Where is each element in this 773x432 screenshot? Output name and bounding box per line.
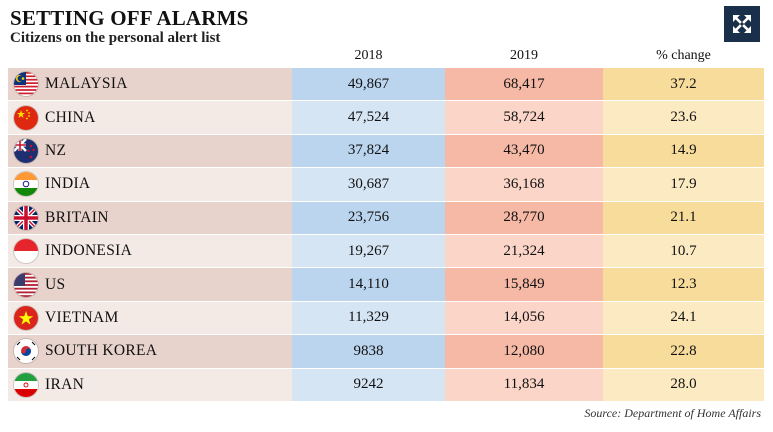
- chart-subtitle: Citizens on the personal alert list: [10, 30, 221, 46]
- country-cell: INDIA: [8, 167, 292, 202]
- value-change: 14.9: [603, 134, 764, 169]
- value-2019: 28,770: [445, 201, 603, 235]
- country-name: IRAN: [45, 375, 85, 393]
- britain-flag-icon: [14, 205, 38, 230]
- expand-button[interactable]: [724, 6, 760, 42]
- country-cell: MALAYSIA: [8, 68, 292, 102]
- table-row: INDONESIA 19,267 21,324 10.7: [8, 234, 764, 269]
- us-flag-icon: [14, 272, 38, 297]
- table-row: INDIA 30,687 36,168 17.9: [8, 167, 764, 202]
- value-change: 10.7: [603, 234, 764, 269]
- value-change: 17.9: [603, 167, 764, 202]
- country-cell: VIETNAM: [8, 301, 292, 336]
- value-change: 24.1: [603, 301, 764, 336]
- vietnam-flag-icon: [14, 305, 38, 330]
- column-header-change: % change: [656, 48, 711, 63]
- value-2018: 9242: [292, 368, 445, 401]
- table-row: BRITAIN 23,756 28,770 21.1: [8, 201, 764, 235]
- expand-arrows-icon: [733, 15, 751, 33]
- nz-flag-icon: [14, 138, 38, 163]
- column-header-2018: 2018: [354, 48, 383, 63]
- value-2018: 9838: [292, 334, 445, 369]
- value-2019: 36,168: [445, 167, 603, 202]
- china-flag-icon: [14, 105, 38, 130]
- value-2018: 47,524: [292, 100, 445, 135]
- table-row: VIETNAM 11,329 14,056 24.1: [8, 301, 764, 336]
- country-cell: BRITAIN: [8, 201, 292, 235]
- value-2018: 30,687: [292, 167, 445, 202]
- south-korea-flag-icon: [14, 339, 38, 364]
- value-change: 21.1: [603, 201, 764, 235]
- iran-flag-icon: [14, 372, 38, 397]
- indonesia-flag-icon: [14, 239, 38, 264]
- column-header-2019: 2019: [510, 48, 538, 63]
- country-name: SOUTH KOREA: [45, 342, 158, 360]
- country-name: VIETNAM: [45, 308, 119, 326]
- india-flag-icon: [14, 172, 38, 197]
- value-change: 37.2: [603, 68, 764, 102]
- table-row: SOUTH KOREA 9838 12,080 22.8: [8, 334, 764, 369]
- value-change: 22.8: [603, 334, 764, 369]
- table-row: MALAYSIA 49,867 68,417 37.2: [8, 68, 764, 102]
- country-name: INDONESIA: [45, 242, 133, 260]
- country-cell: CHINA: [8, 100, 292, 135]
- value-2019: 21,324: [445, 234, 603, 269]
- country-cell: US: [8, 267, 292, 302]
- value-2019: 14,056: [445, 301, 603, 336]
- value-2019: 43,470: [445, 134, 603, 169]
- value-2019: 58,724: [445, 100, 603, 135]
- country-cell: INDONESIA: [8, 234, 292, 269]
- country-cell: IRAN: [8, 368, 292, 401]
- value-change: 28.0: [603, 368, 764, 401]
- value-2018: 11,329: [292, 301, 445, 336]
- alert-list-table: MALAYSIA 49,867 68,417 37.2 CHINA 47,524 58,72…: [8, 68, 764, 401]
- value-2018: 14,110: [292, 267, 445, 302]
- value-2019: 15,849: [445, 267, 603, 302]
- chart-title: SETTING OFF ALARMS: [10, 6, 249, 30]
- table-row: IRAN 9242 11,834 28.0: [8, 368, 764, 401]
- country-name: BRITAIN: [45, 208, 109, 226]
- value-2019: 11,834: [445, 368, 603, 401]
- value-2019: 68,417: [445, 68, 603, 102]
- source-note: Source: Department of Home Affairs: [584, 406, 761, 420]
- value-change: 12.3: [603, 267, 764, 302]
- country-name: NZ: [45, 141, 67, 159]
- country-name: INDIA: [45, 175, 91, 193]
- malaysia-flag-icon: [14, 72, 38, 97]
- table-row: US 14,110 15,849 12.3: [8, 267, 764, 302]
- value-2018: 37,824: [292, 134, 445, 169]
- value-2018: 19,267: [292, 234, 445, 269]
- country-name: MALAYSIA: [45, 75, 128, 93]
- value-2019: 12,080: [445, 334, 603, 369]
- country-cell: SOUTH KOREA: [8, 334, 292, 369]
- country-name: US: [45, 275, 66, 293]
- value-2018: 49,867: [292, 68, 445, 102]
- value-2018: 23,756: [292, 201, 445, 235]
- country-name: CHINA: [45, 108, 96, 126]
- value-change: 23.6: [603, 100, 764, 135]
- table-row: NZ 37,824 43,470 14.9: [8, 134, 764, 169]
- country-cell: NZ: [8, 134, 292, 169]
- table-row: CHINA 47,524 58,724 23.6: [8, 100, 764, 135]
